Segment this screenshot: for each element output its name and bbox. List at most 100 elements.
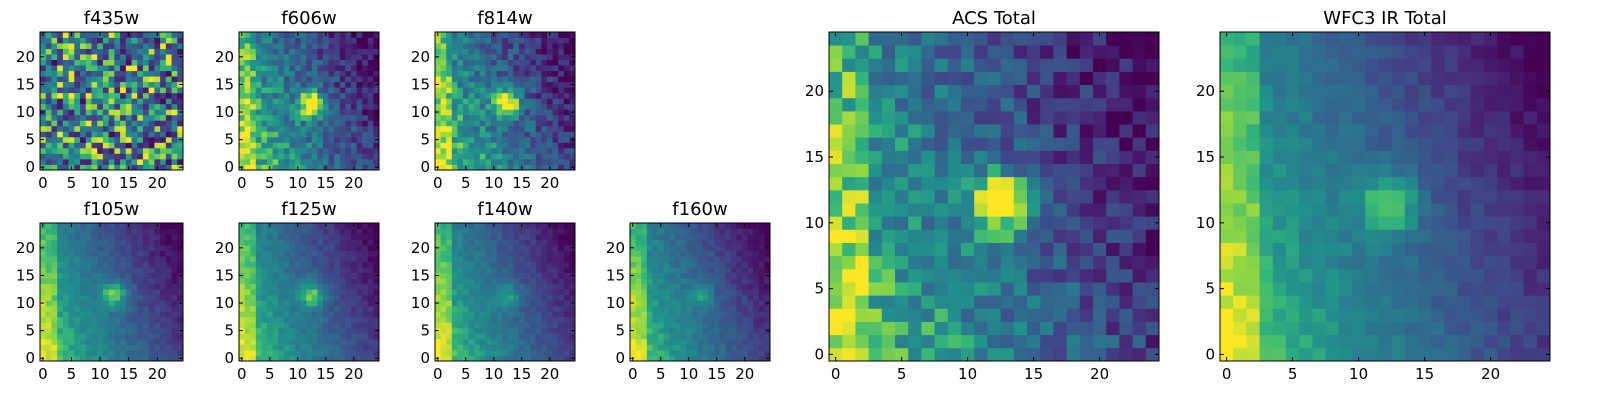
pixel-cell bbox=[658, 261, 664, 268]
pixel-cell bbox=[646, 250, 653, 257]
pixel-cell bbox=[165, 109, 172, 116]
pixel-cell bbox=[239, 228, 245, 235]
pixel-cell bbox=[496, 305, 503, 312]
pixel-cell bbox=[686, 294, 692, 301]
x-tick-label: 20 bbox=[540, 174, 559, 192]
axes-frame bbox=[238, 31, 380, 171]
pixel-cell bbox=[356, 223, 363, 229]
pixel-cell bbox=[961, 242, 975, 257]
pixel-cell bbox=[317, 256, 324, 263]
pixel-cell bbox=[295, 59, 301, 66]
pixel-cell bbox=[524, 120, 531, 127]
pixel-cell bbox=[569, 223, 576, 229]
pixel-cell bbox=[356, 316, 363, 323]
pixel-cell bbox=[74, 245, 81, 251]
pixel-cell bbox=[440, 136, 447, 143]
pixel-cell bbox=[440, 59, 447, 66]
pixel-cell bbox=[524, 267, 531, 274]
pixel-cell bbox=[1027, 216, 1041, 230]
pixel-cell bbox=[261, 338, 268, 345]
pixel-cell bbox=[51, 349, 58, 356]
pixel-cell bbox=[507, 98, 514, 105]
pixel-cell bbox=[541, 322, 548, 329]
pixel-cell bbox=[244, 87, 251, 94]
pixel-cell bbox=[351, 305, 357, 312]
pixel-cell bbox=[1013, 176, 1028, 191]
pixel-cell bbox=[239, 142, 245, 149]
pixel-cell bbox=[691, 223, 698, 229]
pixel-cell bbox=[535, 164, 542, 171]
pixel-cell bbox=[356, 228, 363, 235]
pixel-cell bbox=[569, 349, 576, 356]
pixel-cell bbox=[725, 349, 732, 356]
pixel-cell bbox=[524, 98, 531, 105]
pixel-cell bbox=[630, 234, 636, 240]
pixel-cell bbox=[311, 272, 318, 279]
pixel-cell bbox=[283, 289, 290, 296]
pixel-cell bbox=[719, 289, 726, 296]
pixel-cell bbox=[165, 239, 172, 246]
pixel-cell bbox=[250, 283, 257, 290]
pixel-cell bbox=[468, 294, 475, 301]
pixel-cell bbox=[300, 344, 307, 351]
pixel-cell bbox=[674, 305, 681, 312]
pixel-cell bbox=[507, 136, 514, 143]
pixel-cell bbox=[652, 272, 659, 279]
pixel-cell bbox=[114, 316, 121, 323]
pixel-cell bbox=[725, 289, 732, 296]
pixel-cell bbox=[283, 87, 290, 94]
pixel-cell bbox=[558, 136, 565, 143]
pixel-cell bbox=[435, 76, 441, 83]
pixel-cell bbox=[474, 120, 481, 127]
pixel-cell bbox=[85, 48, 92, 55]
pixel-cell bbox=[62, 153, 69, 160]
pixel-cell bbox=[239, 158, 245, 165]
pixel-cell bbox=[547, 300, 553, 307]
pixel-cell bbox=[507, 250, 514, 257]
pixel-cell bbox=[714, 245, 720, 251]
pixel-cell bbox=[547, 125, 553, 132]
pixel-cell bbox=[457, 37, 464, 44]
pixel-cell bbox=[569, 65, 576, 72]
pixel-cell bbox=[120, 54, 127, 60]
pixel-cell bbox=[80, 131, 87, 138]
pixel-cell bbox=[131, 223, 138, 229]
pixel-cell bbox=[51, 355, 58, 362]
pixel-cell bbox=[507, 43, 514, 49]
pixel-cell bbox=[758, 355, 765, 362]
pixel-cell bbox=[261, 349, 268, 356]
pixel-cell bbox=[278, 158, 285, 165]
pixel-cell bbox=[708, 261, 715, 268]
pixel-cell bbox=[80, 355, 87, 362]
pixel-cell bbox=[131, 114, 138, 121]
pixel-cell bbox=[558, 147, 565, 154]
pixel-cell bbox=[267, 256, 273, 263]
pixel-cell bbox=[491, 131, 497, 138]
pixel-cell bbox=[541, 103, 548, 110]
pixel-cell bbox=[535, 261, 542, 268]
pixel-cell bbox=[137, 245, 144, 251]
pixel-cell bbox=[530, 316, 537, 323]
pixel-cell bbox=[440, 300, 447, 307]
y-tick-label: 15 bbox=[16, 266, 35, 284]
pixel-cell bbox=[714, 239, 720, 246]
pixel-cell bbox=[479, 103, 486, 110]
pixel-cell bbox=[691, 322, 698, 329]
pixel-cell bbox=[541, 267, 548, 274]
pixel-cell bbox=[1053, 176, 1067, 191]
pixel-cell bbox=[250, 164, 257, 171]
pixel-cell bbox=[1000, 242, 1015, 257]
pixel-cell bbox=[278, 54, 285, 60]
pixel-cell bbox=[114, 98, 121, 105]
pixel-cell bbox=[373, 333, 380, 340]
pixel-cell bbox=[40, 261, 47, 268]
pixel-cell bbox=[97, 316, 104, 323]
pixel-cell bbox=[457, 338, 464, 345]
pixel-cell bbox=[513, 65, 520, 72]
pixel-cell bbox=[272, 65, 279, 72]
pixel-cell bbox=[120, 87, 127, 94]
pixel-cell bbox=[736, 305, 743, 312]
pixel-cell bbox=[753, 322, 760, 329]
pixel-cell bbox=[85, 98, 92, 105]
